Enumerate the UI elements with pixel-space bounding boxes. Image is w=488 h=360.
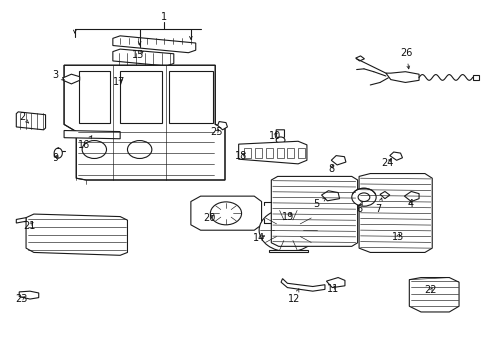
- Text: 8: 8: [327, 163, 334, 174]
- Circle shape: [259, 209, 317, 252]
- Text: 14: 14: [252, 233, 264, 243]
- Polygon shape: [330, 156, 345, 165]
- Text: 4: 4: [407, 199, 412, 210]
- Polygon shape: [389, 152, 402, 160]
- Polygon shape: [217, 122, 227, 130]
- Polygon shape: [16, 218, 26, 223]
- Text: 13: 13: [391, 232, 404, 242]
- Bar: [168, 71, 212, 123]
- Bar: [276, 148, 283, 158]
- Text: 25: 25: [209, 127, 222, 137]
- Text: 23: 23: [15, 294, 27, 304]
- Text: 20: 20: [203, 213, 215, 223]
- Bar: [244, 148, 251, 158]
- Text: 24: 24: [381, 158, 393, 168]
- Text: 26: 26: [399, 48, 412, 69]
- Bar: [120, 71, 161, 123]
- Text: 6: 6: [355, 202, 362, 215]
- Polygon shape: [64, 131, 120, 139]
- Text: 12: 12: [287, 289, 300, 304]
- Text: 17: 17: [112, 77, 124, 87]
- Polygon shape: [281, 279, 325, 291]
- Text: 16: 16: [78, 136, 92, 150]
- Polygon shape: [404, 192, 418, 202]
- Text: 11: 11: [326, 284, 339, 294]
- Polygon shape: [268, 250, 307, 252]
- Polygon shape: [271, 176, 357, 246]
- Text: 19: 19: [282, 212, 294, 221]
- Text: 15: 15: [132, 50, 144, 60]
- Bar: [265, 148, 272, 158]
- Bar: [287, 148, 294, 158]
- Polygon shape: [26, 214, 127, 255]
- Bar: [255, 148, 262, 158]
- Polygon shape: [472, 75, 478, 80]
- Bar: [79, 71, 110, 123]
- Text: 1: 1: [161, 12, 167, 22]
- Polygon shape: [190, 196, 261, 230]
- Text: 7: 7: [374, 198, 382, 215]
- Circle shape: [351, 188, 375, 206]
- Circle shape: [357, 193, 369, 202]
- Circle shape: [276, 137, 285, 143]
- Text: 21: 21: [23, 221, 35, 231]
- Circle shape: [127, 140, 152, 158]
- Text: 3: 3: [52, 70, 64, 80]
- Polygon shape: [408, 278, 458, 312]
- Circle shape: [82, 140, 106, 158]
- Circle shape: [210, 202, 241, 225]
- Polygon shape: [16, 112, 45, 130]
- Text: 5: 5: [313, 198, 325, 210]
- Polygon shape: [358, 174, 431, 252]
- Text: 2: 2: [20, 112, 29, 123]
- Text: 9: 9: [52, 153, 58, 163]
- Polygon shape: [276, 130, 284, 139]
- Polygon shape: [385, 72, 418, 82]
- Polygon shape: [238, 141, 306, 164]
- Polygon shape: [355, 56, 364, 61]
- Polygon shape: [326, 278, 344, 288]
- Polygon shape: [321, 191, 339, 201]
- Text: 10: 10: [268, 131, 280, 140]
- Polygon shape: [64, 65, 224, 180]
- Text: 22: 22: [424, 285, 436, 296]
- Polygon shape: [63, 74, 80, 84]
- Bar: [298, 148, 305, 158]
- Polygon shape: [19, 291, 39, 299]
- Circle shape: [273, 220, 303, 241]
- Polygon shape: [379, 192, 389, 199]
- Text: 18: 18: [234, 150, 247, 161]
